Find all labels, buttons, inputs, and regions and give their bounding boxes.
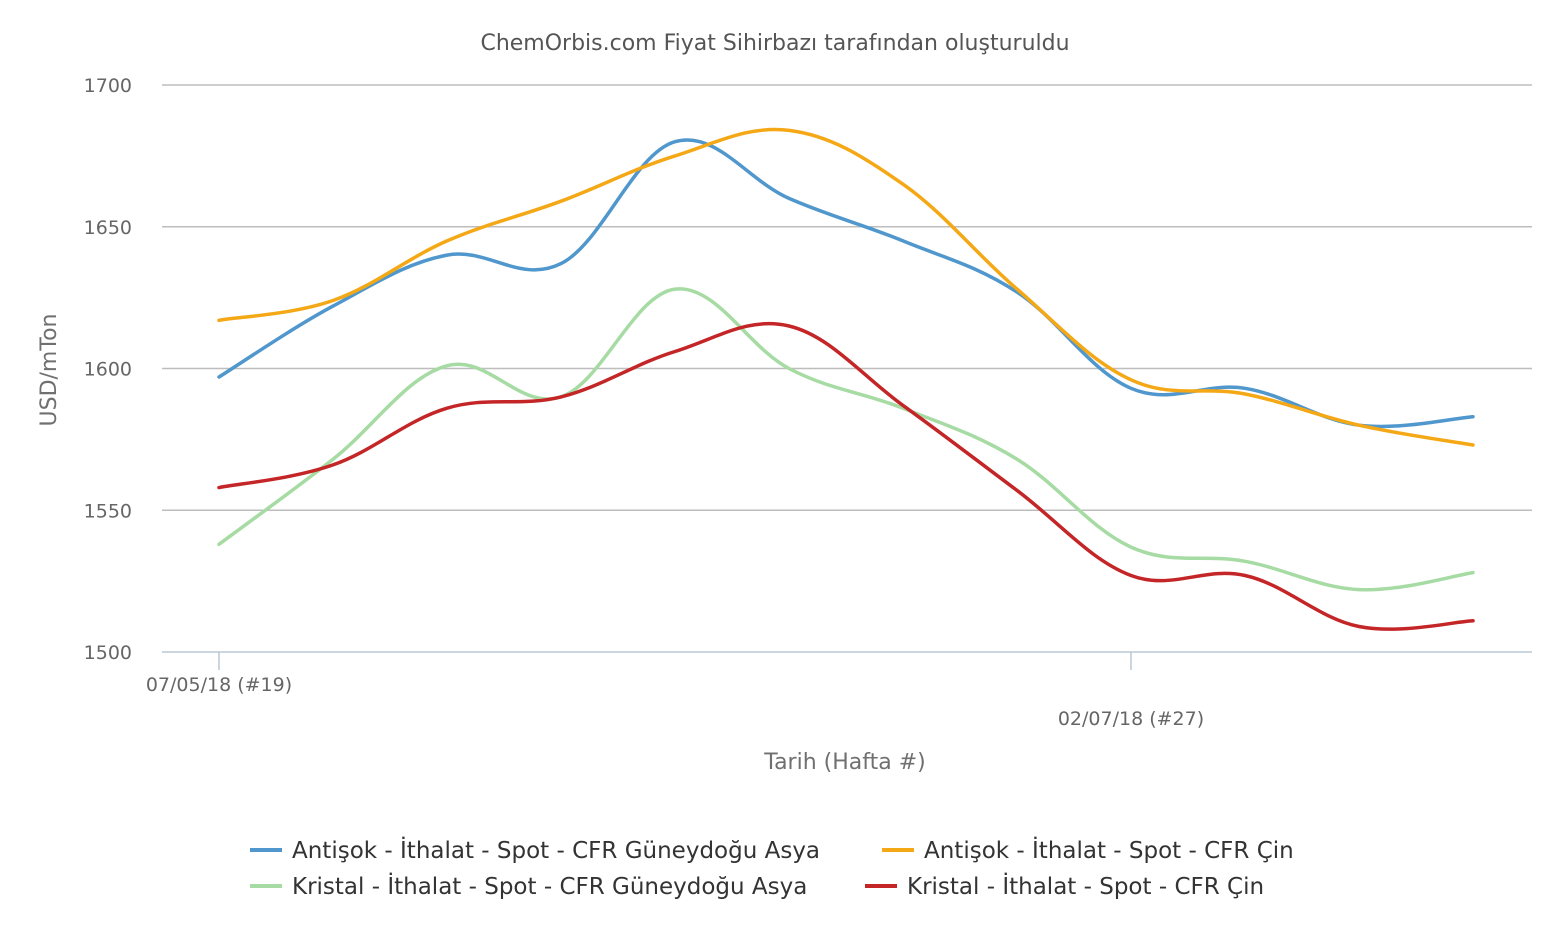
- y-tick-label: 1650: [84, 217, 132, 239]
- y-tick-label: 1550: [84, 500, 132, 522]
- series-line-4: [217, 321, 1475, 631]
- series-lines: [217, 127, 1475, 631]
- legend-label: Kristal - İthalat - Spot - CFR Güneydoğu…: [292, 872, 807, 900]
- legend-label: Antişok - İthalat - Spot - CFR Çin: [924, 836, 1294, 864]
- x-axis-ticks: 07/05/18 (#19) 02/07/18 (#27): [146, 652, 1204, 730]
- legend: Antişok - İthalat - Spot - CFR Güneydoğu…: [250, 836, 1294, 900]
- y-axis-ticks: 1500 1550 1600 1650 1700: [84, 75, 132, 664]
- legend-item[interactable]: Antişok - İthalat - Spot - CFR Güneydoğu…: [250, 836, 820, 864]
- series-line-2: [217, 127, 1475, 447]
- y-tick-label: 1500: [84, 642, 132, 664]
- series-line-1: [217, 138, 1475, 429]
- legend-item[interactable]: Kristal - İthalat - Spot - CFR Çin: [865, 872, 1264, 900]
- x-axis-title: Tarih (Hafta #): [763, 750, 925, 775]
- x-tick-label: 07/05/18 (#19): [146, 674, 292, 696]
- chart-title: ChemOrbis.com Fiyat Sihirbazı tarafından…: [480, 31, 1069, 56]
- x-tick-label: 02/07/18 (#27): [1058, 708, 1204, 730]
- series-line-3: [217, 287, 1475, 592]
- gridlines: [162, 84, 1532, 511]
- y-axis-title: USD/mTon: [37, 314, 62, 427]
- legend-item[interactable]: Kristal - İthalat - Spot - CFR Güneydoğu…: [250, 872, 807, 900]
- legend-label: Kristal - İthalat - Spot - CFR Çin: [907, 872, 1264, 900]
- y-tick-label: 1600: [84, 359, 132, 381]
- y-tick-label: 1700: [84, 75, 132, 97]
- legend-item[interactable]: Antişok - İthalat - Spot - CFR Çin: [882, 836, 1294, 864]
- legend-label: Antişok - İthalat - Spot - CFR Güneydoğu…: [292, 836, 820, 864]
